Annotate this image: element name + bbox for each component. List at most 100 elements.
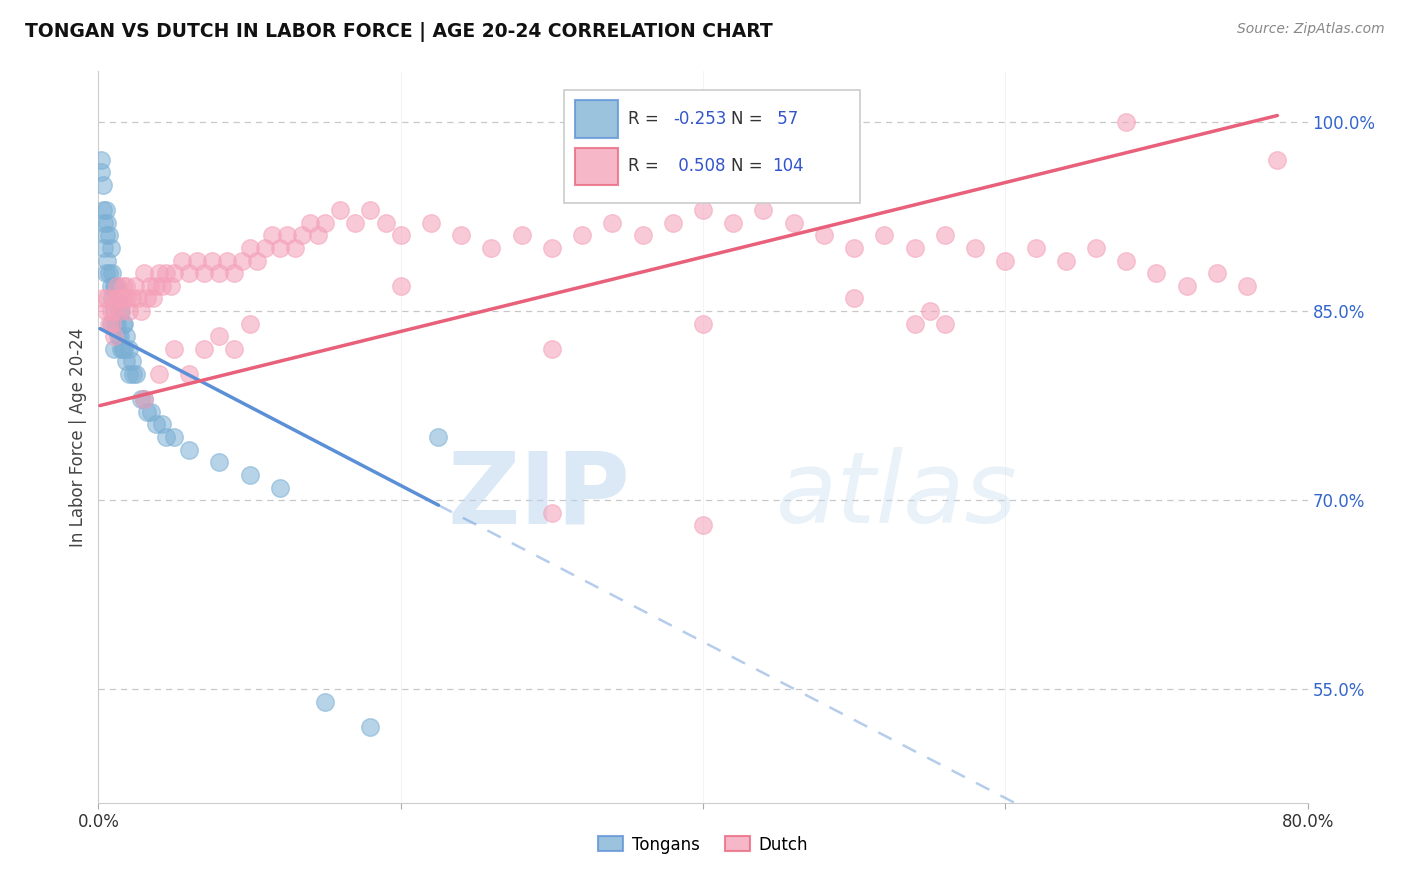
Point [96, 216, 118, 230]
Point [93, 216, 115, 230]
Point [155, 430, 177, 444]
Text: Source: ZipAtlas.com: Source: ZipAtlas.com [1237, 22, 1385, 37]
Point [224, 266, 246, 280]
Point [224, 342, 246, 356]
Point [450, 228, 472, 243]
Point [105, 278, 128, 293]
Point [360, 203, 382, 218]
Point [91, 203, 114, 218]
Point [118, 342, 141, 356]
Point [94, 203, 117, 218]
Text: -0.253: -0.253 [672, 110, 725, 128]
Point [111, 342, 134, 356]
Point [661, 216, 683, 230]
Point [94, 266, 117, 280]
Point [253, 241, 276, 255]
Text: TONGAN VS DUTCH IN LABOR FORCE | AGE 20-24 CORRELATION CHART: TONGAN VS DUTCH IN LABOR FORCE | AGE 20-… [25, 22, 773, 42]
Point [1115, 115, 1137, 129]
Point [114, 329, 136, 343]
Point [105, 278, 128, 293]
Text: ZIP: ZIP [447, 447, 630, 544]
Point [934, 228, 956, 243]
Point [148, 367, 170, 381]
Point [121, 354, 143, 368]
Y-axis label: In Labor Force | Age 20-24: In Labor Force | Age 20-24 [69, 327, 87, 547]
Point [104, 291, 127, 305]
Point [118, 367, 141, 381]
Point [139, 278, 162, 293]
Point [692, 518, 714, 533]
Text: 0.508: 0.508 [672, 158, 725, 176]
Point [135, 291, 157, 305]
Point [934, 317, 956, 331]
Point [540, 241, 562, 255]
Point [108, 329, 131, 343]
Point [571, 228, 593, 243]
Point [215, 253, 238, 268]
Point [540, 506, 562, 520]
Text: 57: 57 [772, 110, 799, 128]
Point [98, 228, 121, 243]
Point [179, 367, 201, 381]
Point [420, 216, 443, 230]
Point [723, 216, 745, 230]
Point [918, 304, 941, 318]
Point [114, 354, 136, 368]
Point [141, 405, 163, 419]
Legend: Tongans, Dutch: Tongans, Dutch [592, 829, 814, 860]
Point [94, 304, 117, 318]
Point [132, 266, 155, 280]
Point [299, 216, 322, 230]
Point [163, 266, 186, 280]
Point [101, 317, 124, 331]
Point [110, 291, 132, 305]
Text: 104: 104 [772, 158, 804, 176]
Point [1115, 253, 1137, 268]
Point [239, 241, 262, 255]
Point [307, 228, 329, 243]
Text: R =: R = [628, 158, 664, 176]
Point [129, 304, 152, 318]
Point [124, 278, 146, 293]
Point [100, 317, 122, 331]
Point [111, 278, 134, 293]
Point [163, 342, 186, 356]
Point [104, 317, 127, 331]
Point [389, 228, 412, 243]
Point [112, 291, 135, 305]
Point [103, 304, 125, 318]
Point [148, 266, 170, 280]
Point [98, 317, 121, 331]
Point [284, 241, 307, 255]
Point [1144, 266, 1167, 280]
Point [692, 203, 714, 218]
Point [91, 178, 114, 192]
Point [150, 278, 173, 293]
Point [132, 392, 155, 407]
Point [1267, 153, 1289, 167]
Point [208, 266, 231, 280]
Point [631, 228, 654, 243]
Point [873, 228, 896, 243]
Point [1175, 278, 1198, 293]
Point [93, 241, 115, 255]
Point [602, 216, 624, 230]
Point [276, 228, 298, 243]
Point [90, 153, 112, 167]
Text: N =: N = [731, 158, 768, 176]
Point [122, 367, 145, 381]
Point [127, 291, 149, 305]
Point [125, 367, 148, 381]
Point [904, 241, 927, 255]
Point [783, 216, 806, 230]
Point [163, 430, 186, 444]
Point [112, 317, 135, 331]
Point [329, 203, 352, 218]
Point [100, 304, 122, 318]
Point [142, 291, 165, 305]
Point [94, 228, 117, 243]
Point [269, 481, 291, 495]
Text: atlas: atlas [776, 447, 1017, 544]
Point [1085, 241, 1108, 255]
Point [98, 266, 121, 280]
